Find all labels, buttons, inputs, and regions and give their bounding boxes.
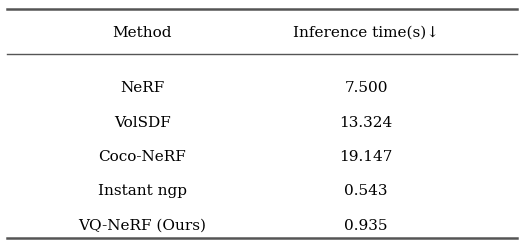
Text: Instant ngp: Instant ngp xyxy=(97,184,187,198)
Text: Inference time(s)↓: Inference time(s)↓ xyxy=(293,26,439,40)
Text: 7.500: 7.500 xyxy=(344,81,388,95)
Text: 19.147: 19.147 xyxy=(340,150,393,164)
Text: 0.543: 0.543 xyxy=(344,184,388,198)
Text: VQ-NeRF (Ours): VQ-NeRF (Ours) xyxy=(78,219,206,233)
Text: VolSDF: VolSDF xyxy=(114,116,170,130)
Text: Coco-NeRF: Coco-NeRF xyxy=(98,150,186,164)
Text: NeRF: NeRF xyxy=(120,81,164,95)
Text: 13.324: 13.324 xyxy=(340,116,393,130)
Text: 0.935: 0.935 xyxy=(344,219,388,233)
Text: Method: Method xyxy=(112,26,172,40)
